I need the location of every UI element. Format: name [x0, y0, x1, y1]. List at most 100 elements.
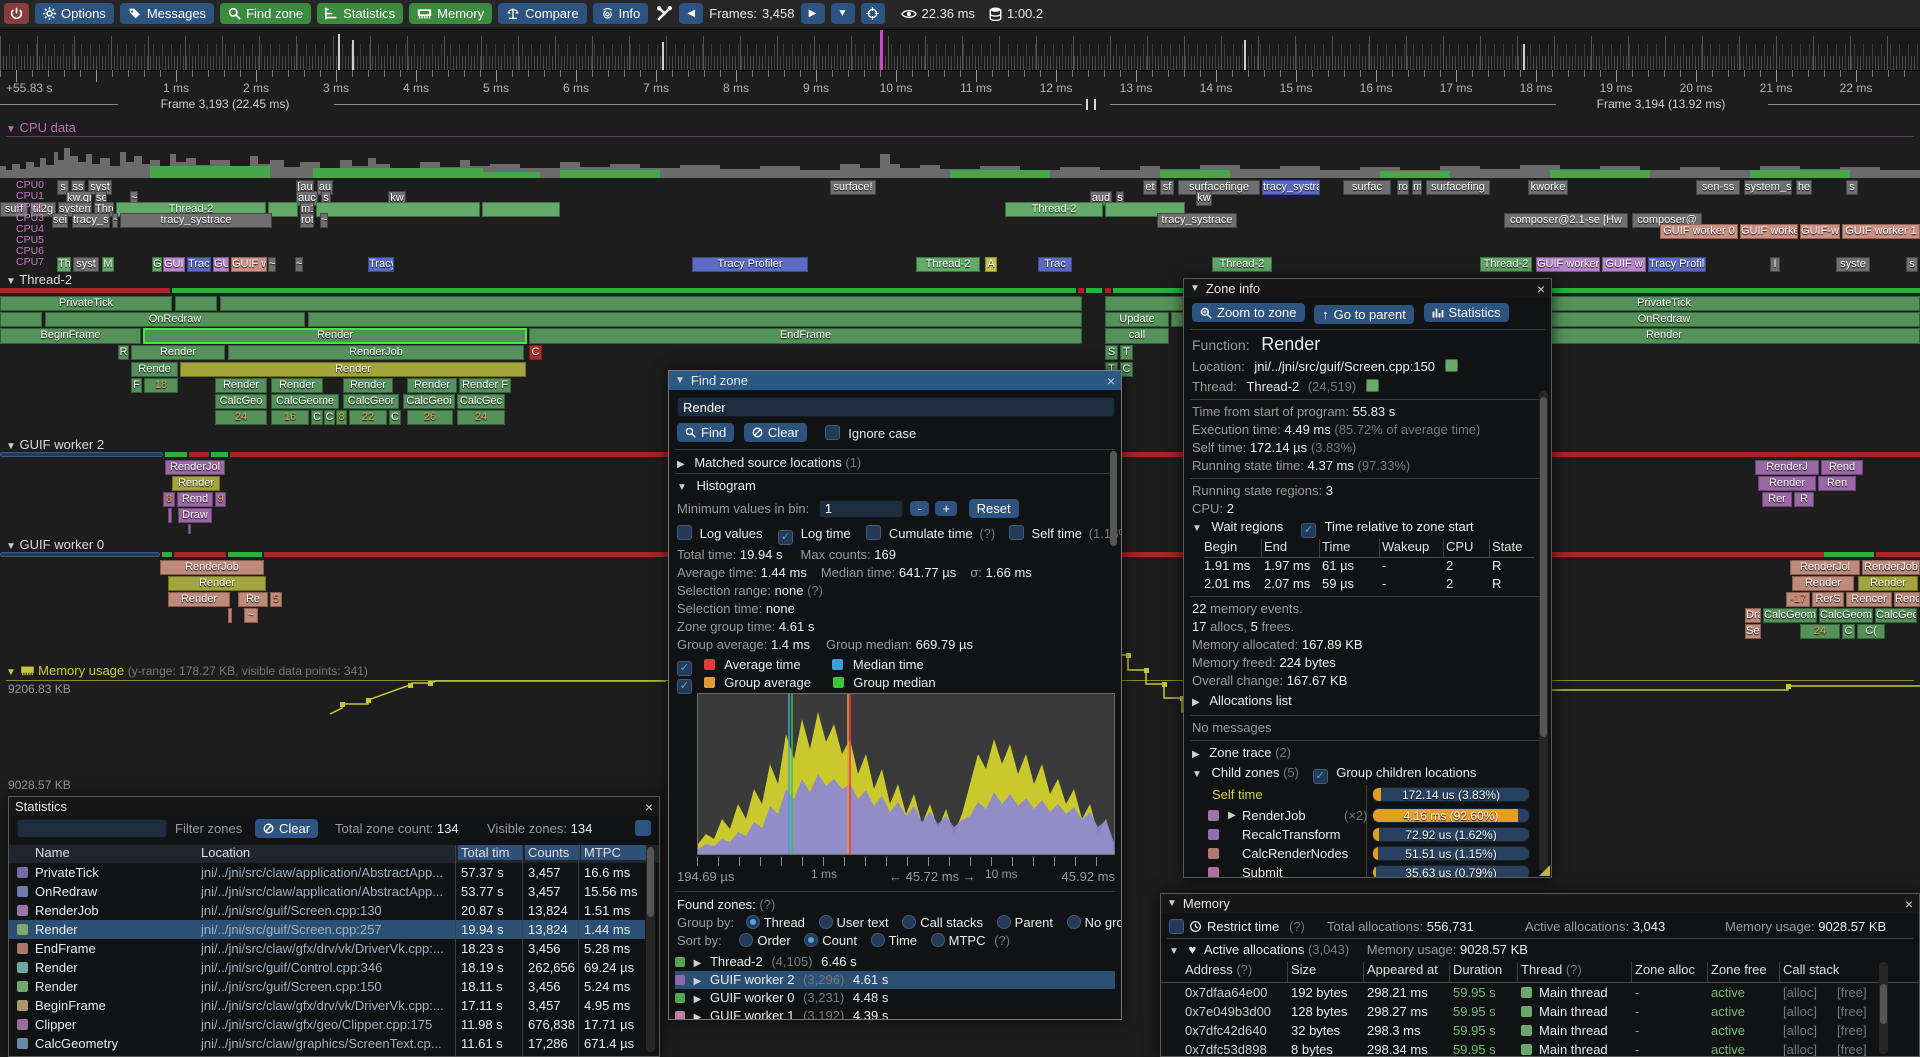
found-zone-group-row[interactable]: ▶ Thread-2 (4,105) 6.46 s: [675, 953, 1115, 971]
sortby-mtpc-radio[interactable]: [930, 933, 945, 947]
frame-popup-button[interactable]: ▼: [830, 3, 855, 24]
timeline-zone[interactable]: tracy_systrace: [120, 213, 272, 228]
callstack-free-link[interactable]: [free]: [1837, 1023, 1867, 1038]
timeline-zone[interactable]: sen-ss: [1696, 180, 1740, 195]
timeline-zone[interactable]: Rend: [177, 492, 213, 507]
clear-button[interactable]: Clear: [743, 423, 807, 442]
relative-time-checkbox[interactable]: [1300, 523, 1316, 538]
close-icon[interactable]: ×: [644, 798, 653, 815]
col-location[interactable]: Location: [201, 845, 251, 860]
decrement-button[interactable]: -: [910, 501, 929, 516]
timeline-zone[interactable]: Render: [172, 476, 220, 491]
callstack-alloc-link[interactable]: [alloc]: [1783, 985, 1817, 1000]
timeline-zone[interactable]: syste: [1836, 257, 1870, 272]
timeline-zone[interactable]: tracy_systrace: [1157, 213, 1237, 228]
timeline-zone[interactable]: [228, 552, 262, 557]
cpu-core-label[interactable]: CPU0: [16, 179, 45, 191]
timeline-zone[interactable]: BeginFrame: [0, 328, 141, 344]
timeline-zone[interactable]: surfacefing: [1426, 180, 1490, 195]
prev-frame-button[interactable]: ◀: [679, 3, 704, 24]
zone-trace-header[interactable]: ▶ Zone trace (2): [1192, 745, 1291, 760]
info-button[interactable]: Info: [592, 3, 649, 24]
timeline-zone[interactable]: [0, 452, 163, 457]
timeline-zone[interactable]: CalcGeomet: [1819, 608, 1873, 623]
settings-icon[interactable]: [635, 820, 651, 836]
timeline-zone[interactable]: [0, 312, 42, 327]
timeline-zone[interactable]: Rend: [1821, 460, 1863, 475]
memory-scrollbar[interactable]: [1879, 962, 1888, 1054]
statistics-row[interactable]: CalcGeometry jni/../jni/src/claw/graphic…: [9, 1034, 645, 1053]
scrollbar-thumb[interactable]: [1540, 397, 1547, 737]
statistics-row[interactable]: PrivateTick jni/../jni/src/claw/applicat…: [9, 863, 645, 882]
timeline-zone[interactable]: kworke: [1528, 180, 1568, 195]
find-zone-scrollbar[interactable]: [1109, 451, 1118, 581]
wait-regions-header[interactable]: ▼ Wait regions Time relative to zone sta…: [1192, 519, 1474, 538]
col-end[interactable]: End: [1264, 539, 1288, 554]
timeline-zone[interactable]: [168, 508, 172, 523]
timeline-zone[interactable]: C(: [1857, 624, 1885, 639]
timeline-zone[interactable]: Rencer: [1846, 592, 1892, 607]
statistics-row[interactable]: BeginFrame jni/../jni/src/claw/gfx/drv/v…: [9, 996, 645, 1015]
timeline-zone[interactable]: CalcGeome: [1763, 608, 1817, 623]
log-values-checkbox[interactable]: [677, 525, 692, 540]
timeline-zone[interactable]: 24: [215, 410, 267, 425]
allocation-row[interactable]: 0x7dfc42d640 32 bytes 298.3 ms 59.95 s M…: [1161, 1021, 1877, 1040]
close-icon[interactable]: ×: [1904, 895, 1913, 912]
timeline-zone[interactable]: [172, 288, 1076, 293]
timeline-zone[interactable]: GUIF worker 1: [1842, 224, 1920, 239]
active-allocations-header[interactable]: ▼ ♥ Active allocations (3,043) Memory us…: [1169, 942, 1528, 957]
timeline-zone[interactable]: [211, 452, 228, 457]
col-call-stack[interactable]: Call stack: [1783, 962, 1840, 977]
timeline-zone[interactable]: R: [118, 345, 129, 360]
sortby-time-radio[interactable]: [870, 933, 885, 947]
timeline-zone[interactable]: RerS: [1812, 592, 1844, 607]
allocations-list-header[interactable]: ▶ Allocations list: [1192, 693, 1292, 708]
find-zone-titlebar[interactable]: ▼ Find zone ×: [669, 371, 1121, 390]
resize-grip[interactable]: [1539, 865, 1550, 876]
timeline-zone[interactable]: RenderJob: [228, 345, 524, 360]
timeline-zone[interactable]: Render: [271, 378, 323, 393]
timeline-zone[interactable]: GUIF: [163, 257, 185, 272]
timeline-zone[interactable]: [1876, 552, 1920, 557]
messages-button[interactable]: Messages: [119, 3, 215, 24]
timeline-zone[interactable]: GUIF wor: [231, 257, 267, 272]
timeline-zone[interactable]: Thread-2: [1212, 257, 1272, 272]
timeline-zone[interactable]: Re: [238, 592, 268, 607]
col-time[interactable]: Time: [1322, 539, 1351, 554]
statistics-scrollbar[interactable]: [646, 845, 655, 1052]
timeline-zone[interactable]: CalcGeoi: [403, 394, 455, 409]
current-frame-marker[interactable]: [880, 30, 883, 70]
timeline-zone[interactable]: Render: [143, 328, 527, 344]
timeline-zone[interactable]: Sef: [1745, 624, 1761, 639]
timeline-zone[interactable]: GUI: [213, 257, 229, 272]
timeline-zone[interactable]: Trac: [1038, 257, 1072, 272]
col-address[interactable]: Address: [1185, 962, 1233, 977]
timeline-zone[interactable]: 9: [215, 492, 226, 507]
memory-titlebar[interactable]: ▼ Memory ×: [1161, 894, 1919, 913]
child-zone-row[interactable]: ▶ RenderJob (×2) 4.16 ms (92.60%): [1184, 807, 1551, 826]
timeline-zone[interactable]: G: [152, 257, 162, 272]
timeline-zone[interactable]: GUIF worker 2: [1536, 257, 1600, 272]
frame-3193-label[interactable]: Frame 3,193 (22.45 ms): [160, 97, 290, 111]
timeline-zone[interactable]: [1086, 288, 1102, 293]
timeline-zone[interactable]: 18: [144, 378, 178, 393]
timeline-zone[interactable]: RenderJob: [160, 560, 264, 575]
found-zone-group-row[interactable]: ▶ GUIF worker 1 (3,192) 4.39 s: [675, 1007, 1115, 1019]
timeline-zone[interactable]: CalcGec: [457, 394, 505, 409]
scrollbar-thumb[interactable]: [1110, 451, 1117, 546]
timeline-zone[interactable]: 26: [407, 410, 453, 425]
self-time-checkbox[interactable]: [1008, 525, 1024, 540]
timeline-zone[interactable]: [165, 452, 187, 457]
goto-frame-button[interactable]: [860, 3, 885, 24]
found-zone-group-row[interactable]: ▶ GUIF worker 2 (3,296) 4.61 s: [675, 971, 1115, 989]
timeline-zone[interactable]: Thread-2: [916, 257, 980, 272]
col-zone-free[interactable]: Zone free: [1711, 962, 1767, 977]
wait-region-row[interactable]: 2.01 ms 2.07 ms 59 µs - 2 R: [1204, 576, 1502, 591]
timeline-zone[interactable]: RenderJol: [165, 460, 225, 475]
cpu-data-header[interactable]: ▼ CPU data: [6, 120, 1914, 137]
timeline-zone[interactable]: ~: [112, 213, 118, 228]
callstack-free-link[interactable]: [free]: [1837, 1004, 1867, 1019]
timeline-zone[interactable]: Update: [1105, 312, 1169, 327]
timeline-zone[interactable]: 8: [336, 410, 347, 425]
wait-region-row[interactable]: 1.91 ms 1.97 ms 61 µs - 2 R: [1204, 558, 1502, 573]
